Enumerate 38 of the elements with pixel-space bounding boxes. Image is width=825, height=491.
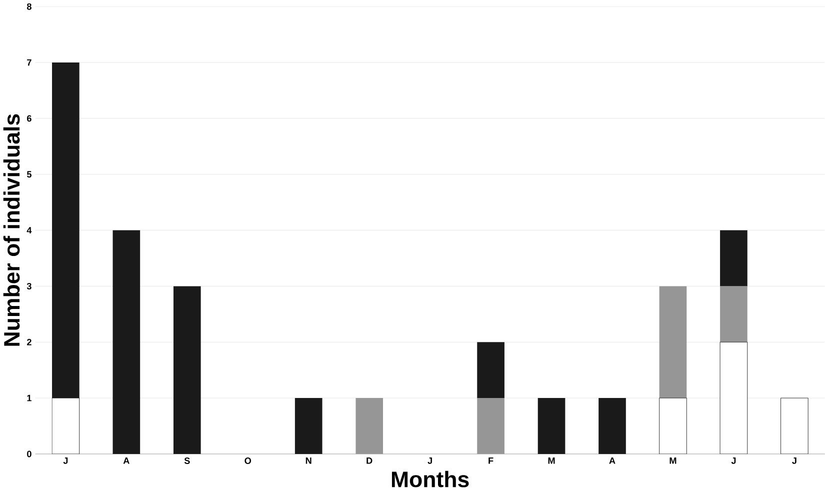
x-tick-label: J: [731, 458, 736, 464]
x-tick-label: D: [366, 458, 372, 464]
x-tick-label: A: [609, 458, 616, 464]
y-tick-label: 3: [26, 283, 32, 290]
y-tick-label: 6: [27, 115, 32, 122]
bar: [720, 286, 748, 342]
y-tick-label: 2: [26, 339, 32, 346]
bar: [720, 342, 748, 454]
x-tick-label: N: [306, 458, 312, 464]
x-tick-label: J: [63, 458, 68, 464]
y-tick-label: 1: [27, 395, 32, 402]
x-tick-label: M: [670, 458, 676, 464]
x-tick-label: F: [488, 458, 494, 464]
bar: [294, 398, 322, 454]
bar: [720, 230, 748, 286]
x-tick-label: O: [244, 458, 252, 464]
bar: [659, 286, 687, 398]
bar: [112, 230, 140, 454]
x-tick-label: J: [792, 458, 796, 464]
x-axis-title: Months: [392, 471, 469, 488]
bar: [173, 286, 201, 454]
x-tick-label: J: [428, 458, 432, 464]
bar: [598, 398, 626, 454]
y-axis-title: Number of individuals: [3, 114, 20, 346]
y-tick-label: 4: [26, 227, 32, 234]
bar: [477, 342, 504, 398]
bar: [780, 398, 808, 454]
bar: [538, 398, 566, 454]
y-tick-label: 5: [26, 171, 32, 178]
y-tick-label: 7: [27, 60, 32, 66]
x-tick-label: A: [123, 458, 130, 464]
bar: [52, 398, 80, 454]
x-tick-label: S: [184, 458, 190, 464]
bar: [659, 398, 687, 454]
y-tick-label: 0: [27, 450, 32, 458]
y-tick-label: 8: [26, 4, 32, 10]
bar: [52, 62, 80, 398]
x-tick-label: M: [548, 458, 555, 464]
